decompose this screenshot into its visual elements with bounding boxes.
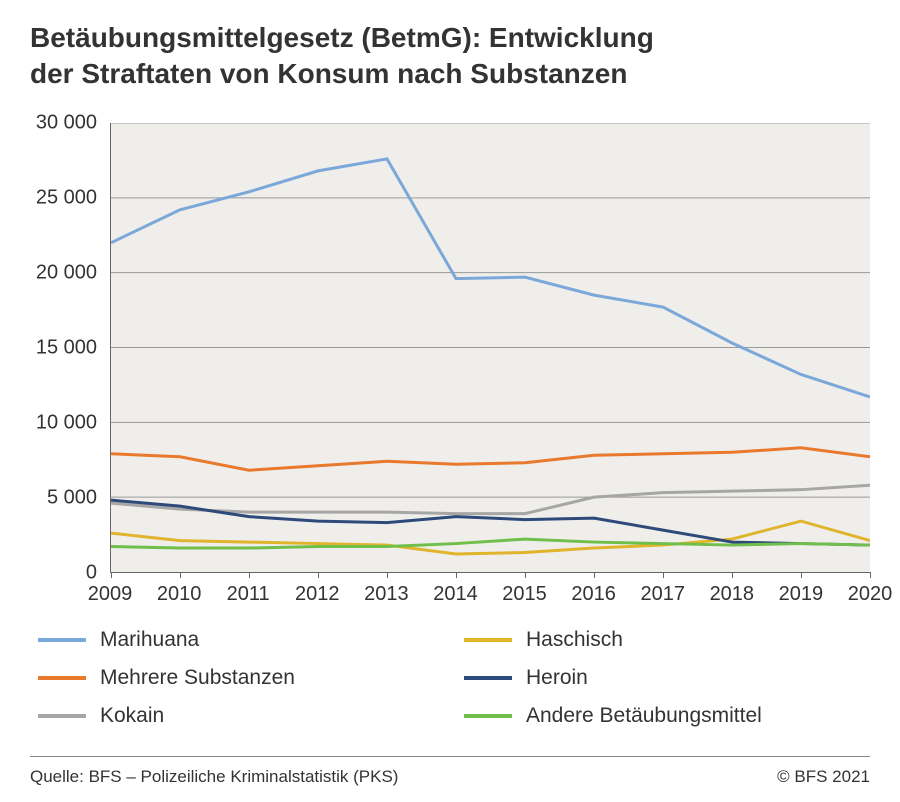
copyright-text: © BFS 2021 <box>777 767 870 787</box>
x-tick-label: 2019 <box>779 583 824 606</box>
y-tick-label: 15 000 <box>36 336 97 359</box>
legend-swatch <box>38 638 86 642</box>
legend-item: Haschisch <box>464 628 870 652</box>
legend-item: Mehrere Substanzen <box>38 666 444 690</box>
y-tick-label: 0 <box>86 561 97 584</box>
legend-label: Heroin <box>526 666 588 690</box>
x-tick-label: 2009 <box>88 583 133 606</box>
y-tick-label: 20 000 <box>36 261 97 284</box>
x-tick-label: 2010 <box>157 583 202 606</box>
x-tick-label: 2013 <box>364 583 409 606</box>
legend-label: Kokain <box>100 704 164 728</box>
plot-area <box>110 123 870 573</box>
x-tick-label: 2017 <box>640 583 685 606</box>
legend-swatch <box>464 714 512 718</box>
source-text: Quelle: BFS – Polizeiliche Kriminalstati… <box>30 767 398 787</box>
legend-label: Mehrere Substanzen <box>100 666 295 690</box>
y-tick-label: 25 000 <box>36 186 97 209</box>
title-line-2: der Straftaten von Konsum nach Substanze… <box>30 58 627 89</box>
legend-item: Andere Betäubungsmittel <box>464 704 870 728</box>
legend-label: Marihuana <box>100 628 199 652</box>
legend-swatch <box>38 676 86 680</box>
legend-swatch <box>464 638 512 642</box>
x-axis-labels: 2009201020112012201320142015201620172018… <box>110 578 870 613</box>
legend-swatch <box>464 676 512 680</box>
x-tick-label: 2015 <box>502 583 547 606</box>
footer: Quelle: BFS – Polizeiliche Kriminalstati… <box>30 756 870 787</box>
legend-item: Marihuana <box>38 628 444 652</box>
chart-area: 0 5 000 10 000 15 000 20 000 25 000 30 000 200… <box>30 113 870 613</box>
y-axis-labels: 05 00010 00015 00020 00025 00030 000 <box>30 123 105 573</box>
x-tick-label: 2014 <box>433 583 478 606</box>
x-tick-label: 2016 <box>571 583 616 606</box>
title-line-1: Betäubungsmittelgesetz (BetmG): Entwickl… <box>30 22 654 53</box>
legend-swatch <box>38 714 86 718</box>
chart-title: Betäubungsmittelgesetz (BetmG): Entwickl… <box>30 20 870 93</box>
x-tick-label: 2011 <box>227 583 270 606</box>
legend-label: Andere Betäubungsmittel <box>526 704 762 728</box>
y-tick-label: 10 000 <box>36 411 97 434</box>
legend-item: Heroin <box>464 666 870 690</box>
legend: Marihuana Haschisch Mehrere Substanzen Hero… <box>30 628 870 728</box>
chart-container: Betäubungsmittelgesetz (BetmG): Entwickl… <box>0 0 900 802</box>
y-tick-label: 5 000 <box>47 486 97 509</box>
x-tick-label: 2018 <box>710 583 755 606</box>
plot-svg <box>111 123 870 572</box>
x-tick <box>870 572 871 578</box>
legend-label: Haschisch <box>526 628 623 652</box>
y-tick-label: 30 000 <box>36 111 97 134</box>
legend-item: Kokain <box>38 704 444 728</box>
x-tick-label: 2012 <box>295 583 340 606</box>
x-tick-label: 2020 <box>848 583 893 606</box>
